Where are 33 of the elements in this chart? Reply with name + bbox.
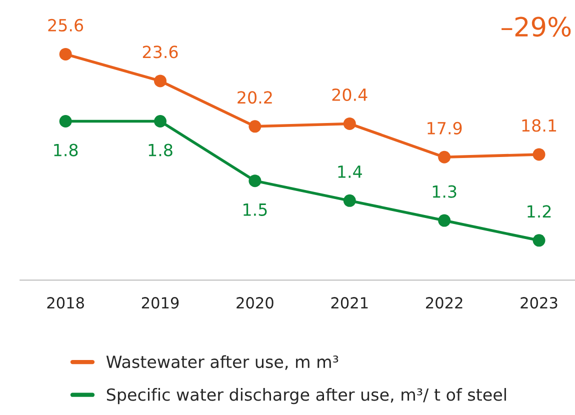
data-label: 20.4 [332, 88, 368, 102]
x-tick-label: 2021 [331, 297, 368, 309]
data-label: 18.1 [522, 119, 556, 132]
point [248, 174, 262, 188]
x-tick-label: 2019 [142, 297, 179, 309]
x-tick-label: 2022 [426, 297, 462, 309]
data-label: 25.6 [48, 18, 84, 32]
data-label: 17.9 [428, 122, 462, 134]
data-label: 1.3 [432, 185, 456, 198]
point [343, 117, 356, 130]
x-tick-label: 2018 [47, 297, 84, 309]
point [248, 120, 262, 133]
data-label: 20.2 [238, 91, 272, 104]
data-label: 1.4 [338, 166, 362, 178]
data-label: 1.8 [54, 144, 78, 156]
annotation: –29% [502, 16, 571, 37]
data-label: 1.8 [148, 144, 172, 156]
point [59, 114, 72, 128]
point [438, 214, 451, 227]
legend-label: Wastewater after use, m m³ [106, 355, 338, 370]
point [154, 74, 167, 88]
point [438, 150, 451, 164]
point [532, 148, 546, 161]
point [343, 194, 356, 207]
data-label: 23.6 [142, 46, 178, 58]
data-label: 1.2 [528, 205, 551, 218]
point [154, 114, 167, 128]
legend-label: Specific water discharge after use, m³/ t of steel [106, 388, 506, 404]
point [532, 234, 546, 247]
x-tick-label: 2020 [236, 297, 274, 309]
point [59, 48, 72, 60]
data-label: 1.5 [244, 204, 267, 216]
x-tick-label: 2023 [520, 297, 558, 309]
